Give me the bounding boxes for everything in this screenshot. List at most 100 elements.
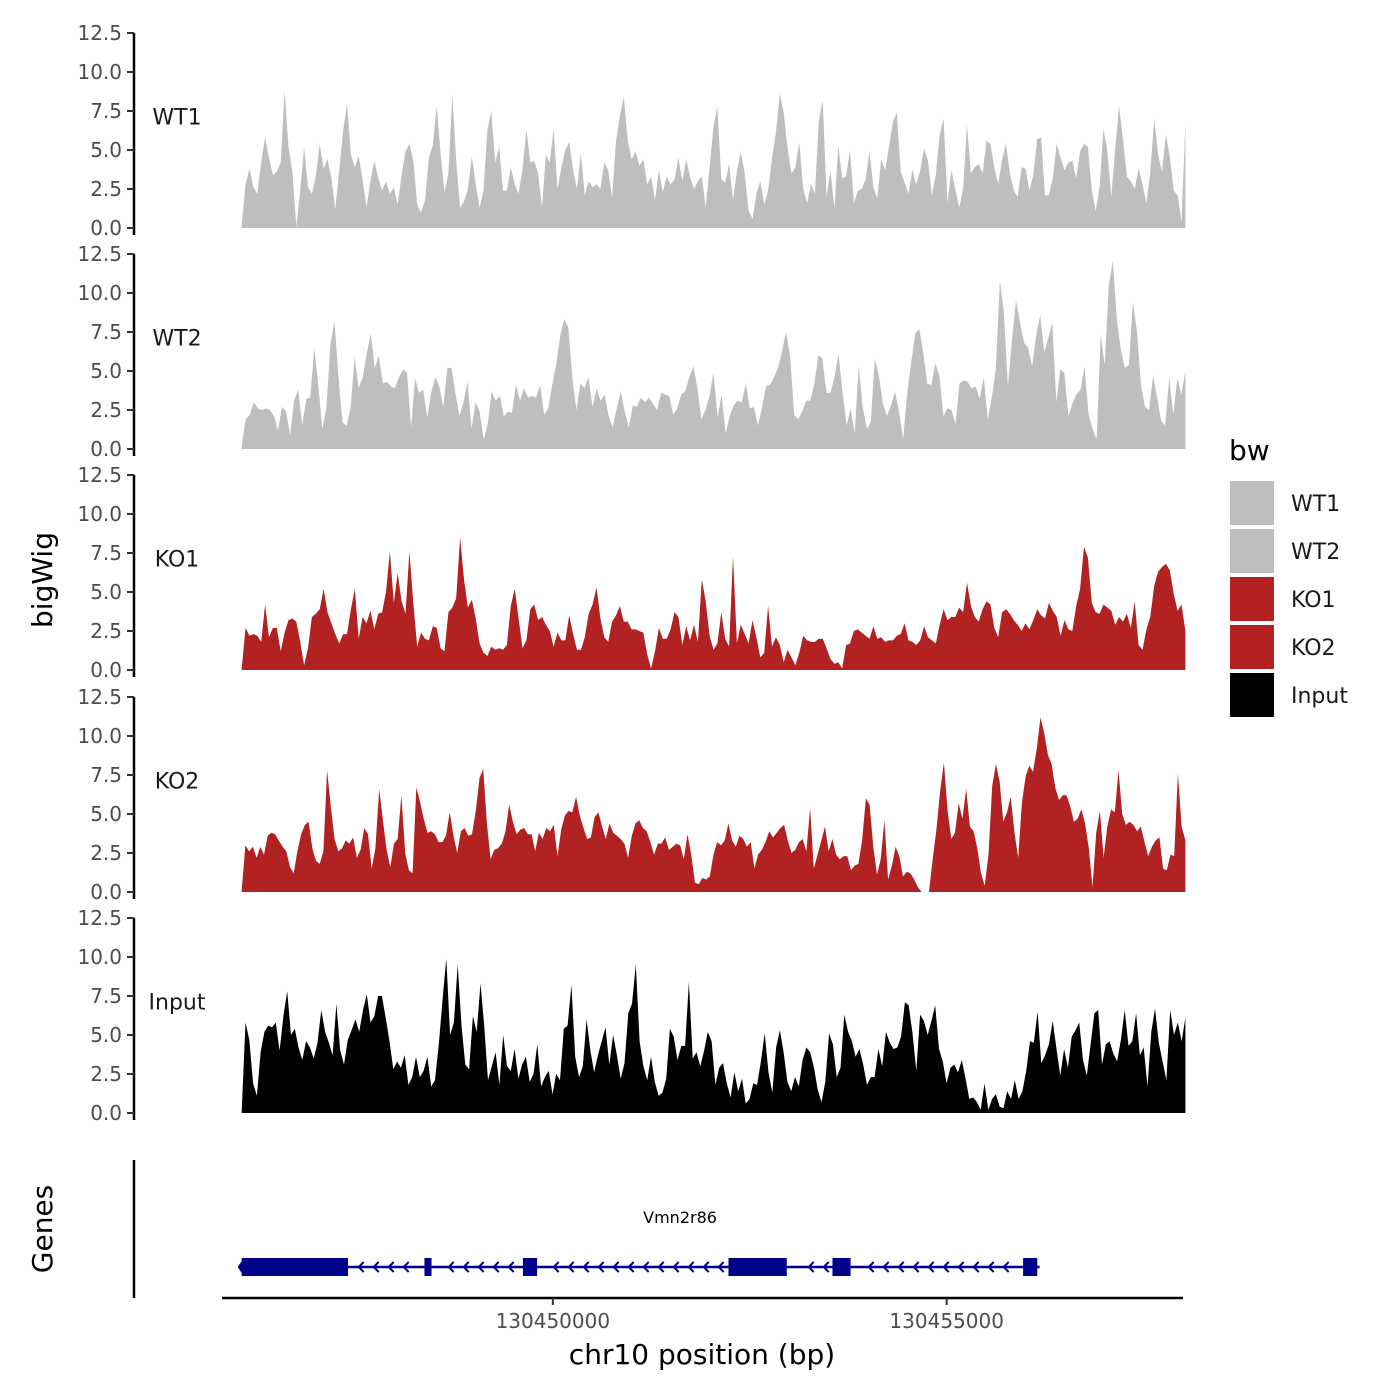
strand-arrow [687, 1261, 695, 1273]
x-tick-label: 130455000 [889, 1309, 1004, 1333]
strand-arrow [702, 1261, 710, 1273]
coverage-area-ko1 [241, 537, 1186, 670]
y-tick-label: 5.0 [90, 580, 122, 604]
y-tick-label: 0.0 [90, 1101, 122, 1125]
y-tick-label: 12.5 [77, 463, 122, 487]
strand-arrow [642, 1261, 650, 1273]
gene-exon [728, 1258, 787, 1276]
legend-label: Input [1291, 684, 1348, 709]
y-tick-label: 10.0 [77, 502, 122, 526]
strand-arrow [357, 1261, 365, 1273]
genes-axis-title: Genes [26, 1185, 59, 1273]
strand-arrow [462, 1261, 470, 1273]
strand-arrow [882, 1261, 890, 1273]
strand-arrow [447, 1261, 455, 1273]
track-input: 0.0 2.5 5.0 7.5 10.0 12.5 Input [77, 906, 1186, 1125]
legend-label: WT2 [1291, 540, 1340, 565]
y-tick-label: 7.5 [90, 99, 122, 123]
y-tick-label: 5.0 [90, 138, 122, 162]
strand-arrow [807, 1261, 815, 1273]
legend-key-wt2 [1228, 527, 1276, 575]
coverage-area-ko2 [241, 717, 1186, 892]
y-tick-label: 2.5 [90, 619, 122, 643]
coverage-area-wt1 [241, 90, 1186, 228]
track-wt1: 0.0 2.5 5.0 7.5 10.0 12.5 WT1 [77, 21, 1186, 240]
legend-key-wt1 [1228, 479, 1276, 527]
strand-arrow [957, 1261, 965, 1273]
y-tick-label: 12.5 [77, 685, 122, 709]
y-tick-label: 10.0 [77, 60, 122, 84]
strand-arrow [1002, 1261, 1010, 1273]
track-label: Input [149, 991, 206, 1016]
legend-key-ko2 [1228, 623, 1276, 671]
y-tick-label: 12.5 [77, 242, 122, 266]
strand-arrow [582, 1261, 590, 1273]
y-tick-label: 0.0 [90, 216, 122, 240]
track-wt2: 0.0 2.5 5.0 7.5 10.0 12.5 WT2 [77, 242, 1186, 461]
y-tick-label: 0.0 [90, 880, 122, 904]
strand-arrow [372, 1261, 380, 1273]
strand-arrow [657, 1261, 665, 1273]
y-tick-label: 0.0 [90, 437, 122, 461]
legend: bw WT1 WT2 KO1 KO2 Input [1228, 434, 1348, 719]
strand-arrow [912, 1261, 920, 1273]
track-label: WT1 [152, 106, 201, 131]
gene-model [237, 1258, 1040, 1276]
track-ko1: 0.0 2.5 5.0 7.5 10.0 12.5 KO1 [77, 463, 1186, 682]
strand-arrow [402, 1261, 410, 1273]
strand-arrow [387, 1261, 395, 1273]
y-axis-title: bigWig [26, 532, 59, 628]
strand-arrow [822, 1261, 830, 1273]
x-axis-title: chr10 position (bp) [569, 1338, 835, 1371]
y-tick-label: 2.5 [90, 1062, 122, 1086]
x-tick-label: 130450000 [496, 1309, 611, 1333]
genes-panel: Genes Vmn2r86 [26, 1160, 1040, 1298]
y-tick-label: 7.5 [90, 320, 122, 344]
y-tick-label: 5.0 [90, 802, 122, 826]
strand-arrow [492, 1261, 500, 1273]
strand-arrow [972, 1261, 980, 1273]
y-tick-label: 0.0 [90, 658, 122, 682]
legend-label: KO2 [1291, 636, 1336, 661]
y-tick-label: 12.5 [77, 21, 122, 45]
strand-arrow [612, 1261, 620, 1273]
coverage-area-input [241, 958, 1186, 1113]
strand-arrow [897, 1261, 905, 1273]
coverage-tracks: 0.0 2.5 5.0 7.5 10.0 12.5 WT1 0.0 2.5 5.0 7.5 10.0 1… [77, 21, 1186, 1125]
strand-arrow [717, 1261, 725, 1273]
gene-exon [1023, 1258, 1038, 1276]
strand-arrow [987, 1261, 995, 1273]
track-label: WT2 [152, 327, 201, 352]
gene-exon [522, 1258, 538, 1276]
y-tick-label: 7.5 [90, 763, 122, 787]
gene-label: Vmn2r86 [643, 1208, 717, 1227]
legend-label: KO1 [1291, 588, 1336, 613]
y-tick-label: 12.5 [77, 906, 122, 930]
strand-arrow [627, 1261, 635, 1273]
y-tick-label: 2.5 [90, 398, 122, 422]
legend-key-ko1 [1228, 575, 1276, 623]
strand-arrow [927, 1261, 935, 1273]
gene-exon [424, 1258, 432, 1276]
y-tick-label: 2.5 [90, 177, 122, 201]
gene-exon [241, 1258, 349, 1276]
strand-arrow [567, 1261, 575, 1273]
y-tick-label: 7.5 [90, 984, 122, 1008]
y-tick-label: 10.0 [77, 281, 122, 305]
y-tick-label: 5.0 [90, 359, 122, 383]
track-label: KO1 [155, 548, 200, 573]
strand-arrow [867, 1261, 875, 1273]
strand-arrow [552, 1261, 560, 1273]
x-axis: 130450000 130455000 [222, 1296, 1183, 1333]
strand-arrow [477, 1261, 485, 1273]
gene-start-arrow [237, 1258, 244, 1276]
y-tick-label: 5.0 [90, 1023, 122, 1047]
y-tick-label: 10.0 [77, 945, 122, 969]
strand-arrow [672, 1261, 680, 1273]
legend-key-input [1228, 671, 1276, 719]
y-tick-label: 10.0 [77, 724, 122, 748]
y-tick-label: 7.5 [90, 541, 122, 565]
legend-label: WT1 [1291, 492, 1340, 517]
track-label: KO2 [155, 770, 200, 795]
